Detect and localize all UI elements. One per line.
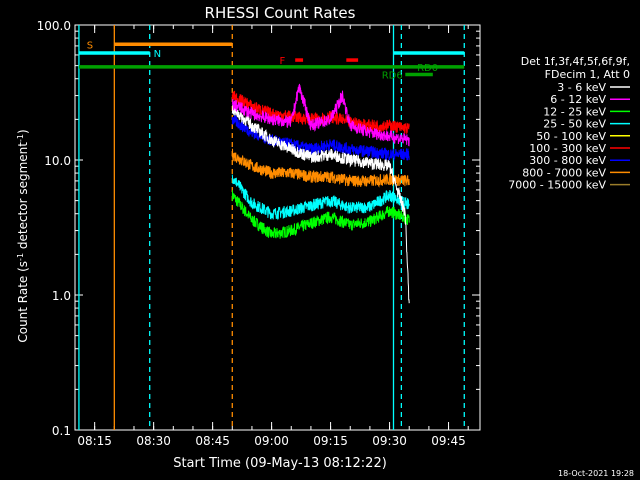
tick-labels: 08:15 08:30 08:45 09:00 09:15 09:30 09:45 0.1 1.…: [37, 19, 466, 448]
legend-label: 50 - 100 keV: [536, 130, 606, 143]
legend-label: 100 - 300 keV: [529, 142, 606, 155]
render-timestamp: 18-Oct-2021 19:28: [558, 469, 634, 478]
legend-label: 3 - 6 keV: [557, 81, 606, 94]
legend-label: 300 - 800 keV: [529, 154, 606, 167]
legend-label: 800 - 7000 keV: [522, 166, 606, 179]
y-tick-label: 1.0: [52, 289, 71, 303]
series-line-0: [231, 104, 410, 304]
legend: Det 1f,3f,4f,5f,6f,9f, FDecim 1, Att 0 3…: [508, 55, 630, 192]
chart-title: RHESSI Count Rates: [205, 4, 356, 22]
flag-label-f: F: [279, 56, 285, 67]
x-tick-label: 08:15: [77, 434, 112, 448]
legend-title-line1: Det 1f,3f,4f,5f,6f,9f,: [521, 55, 630, 68]
plot-frame: [74, 24, 481, 431]
plot-axes: [74, 24, 481, 431]
x-tick-label: 09:45: [431, 434, 466, 448]
x-tick-label: 08:30: [136, 434, 171, 448]
y-tick-label: 100.0: [37, 19, 71, 33]
y-axis-label-part3: ): [16, 129, 30, 134]
series-line-7: [231, 148, 410, 188]
flag-label-rd0: RD0: [417, 63, 438, 74]
y-axis-label: Count Rate (s-1 detector segment-1): [16, 129, 30, 342]
vertical-marker-lines: [78, 25, 465, 430]
series-layer: [231, 83, 410, 304]
legend-label: 6 - 12 keV: [550, 93, 606, 106]
x-tick-label: 08:45: [195, 434, 230, 448]
x-tick-label: 09:15: [313, 434, 348, 448]
flag-label-rd6: RD6: [382, 70, 403, 81]
flag-label-s: S: [87, 40, 93, 51]
legend-label: 7000 - 15000 keV: [508, 179, 606, 192]
series-line-1: [231, 83, 410, 147]
y-axis-label-part2: detector segment: [16, 142, 30, 253]
legend-label: 25 - 50 keV: [543, 118, 606, 131]
legend-label: 12 - 25 keV: [543, 105, 606, 118]
x-tick-label: 09:00: [254, 434, 289, 448]
y-tick-label: 10.0: [44, 154, 71, 168]
x-axis-label: Start Time (09-May-13 08:12:22): [173, 456, 387, 471]
flag-bars: S N F RD0 RD6: [78, 40, 465, 81]
y-axis-label-part1: Count Rate (s: [16, 261, 30, 343]
y-axis-label-sup1: -1: [16, 253, 25, 261]
series-line-2: [231, 190, 410, 239]
legend-title-line2: FDecim 1, Att 0: [545, 68, 630, 81]
y-tick-label: 0.1: [52, 424, 71, 438]
flag-label-n: N: [154, 49, 161, 60]
y-axis-label-sup2: -1: [16, 134, 25, 142]
x-tick-label: 09:30: [372, 434, 407, 448]
series-line-3: [231, 174, 410, 221]
